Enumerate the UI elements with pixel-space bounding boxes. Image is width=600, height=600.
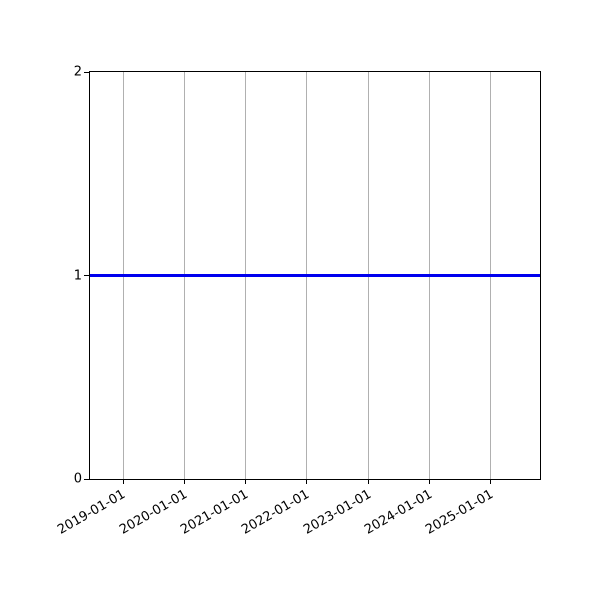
y-tick-mark	[84, 275, 89, 276]
data-series-line	[90, 274, 540, 277]
y-tick-label: 0	[73, 471, 82, 487]
x-tick-label: 2021-01-01	[178, 487, 252, 538]
x-tick-label: 2023-01-01	[300, 487, 374, 538]
x-tick-mark	[490, 480, 492, 484]
x-tick-mark	[306, 480, 308, 484]
x-tick-label: 2024-01-01	[362, 487, 436, 538]
x-tick-mark	[245, 480, 247, 484]
plot-area: 2019-01-01 2020-01-01 2021-01-01 2022-01-01…	[56, 65, 541, 538]
x-tick-mark	[429, 480, 431, 484]
x-tick-label: 2019-01-01	[55, 487, 129, 538]
x-tick-label: 2025-01-01	[423, 487, 497, 538]
x-tick-label: 2020-01-01	[116, 487, 190, 538]
y-tick-mark	[84, 71, 89, 73]
x-tick-mark	[122, 480, 124, 484]
x-tick-label: 2022-01-01	[239, 487, 313, 538]
x-tick-mark	[183, 480, 185, 484]
y-tick-label: 1	[73, 268, 82, 283]
y-tick-mark	[84, 478, 89, 480]
y-tick-label: 2	[73, 64, 82, 80]
x-tick-mark	[367, 480, 369, 484]
